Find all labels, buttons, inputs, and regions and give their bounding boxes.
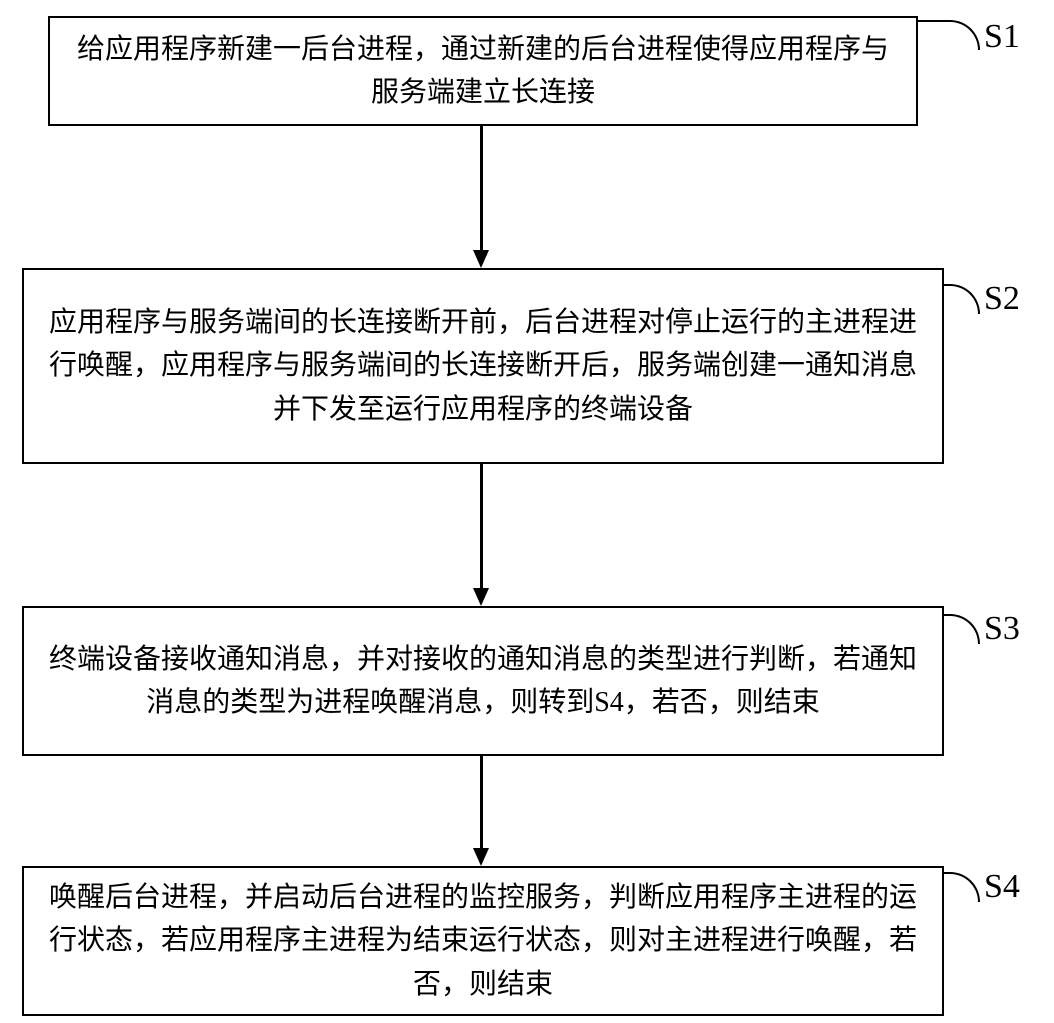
- node-text: 终端设备接收通知消息，并对接收的通知消息的类型进行判断，若通知消息的类型为进程唤…: [44, 638, 922, 725]
- label-connector-n4: [944, 872, 980, 902]
- arrow-line-n2-n3: [480, 464, 483, 588]
- flowchart-node-n2: 应用程序与服务端间的长连接断开前，后台进程对停止运行的主进程进行唤醒，应用程序与…: [22, 268, 944, 464]
- flowchart-node-n1: 给应用程序新建一后台进程，通过新建的后台进程使得应用程序与服务端建立长连接: [48, 16, 918, 126]
- node-text: 给应用程序新建一后台进程，通过新建的后台进程使得应用程序与服务端建立长连接: [70, 28, 896, 115]
- arrow-head-n3-n4: [473, 848, 489, 866]
- step-label-S1: S1: [984, 18, 1020, 56]
- step-label-S2: S2: [984, 280, 1020, 318]
- label-connector-n3: [944, 614, 980, 644]
- label-connector-n2: [944, 284, 980, 314]
- node-text: 应用程序与服务端间的长连接断开前，后台进程对停止运行的主进程进行唤醒，应用程序与…: [44, 301, 922, 431]
- flowchart-node-n4: 唤醒后台进程，并启动后台进程的监控服务，判断应用程序主进程的运行状态，若应用程序…: [22, 866, 944, 1016]
- flowchart-node-n3: 终端设备接收通知消息，并对接收的通知消息的类型进行判断，若通知消息的类型为进程唤…: [22, 606, 944, 756]
- label-connector-n1: [918, 20, 980, 50]
- arrow-head-n2-n3: [473, 588, 489, 606]
- node-text: 唤醒后台进程，并启动后台进程的监控服务，判断应用程序主进程的运行状态，若应用程序…: [44, 876, 922, 1006]
- step-label-S4: S4: [984, 868, 1020, 906]
- arrow-line-n3-n4: [480, 756, 483, 848]
- arrow-head-n1-n2: [473, 250, 489, 268]
- step-label-S3: S3: [984, 610, 1020, 648]
- arrow-line-n1-n2: [480, 126, 483, 250]
- flowchart-canvas: 给应用程序新建一后台进程，通过新建的后台进程使得应用程序与服务端建立长连接 S1 应…: [0, 0, 1054, 1023]
